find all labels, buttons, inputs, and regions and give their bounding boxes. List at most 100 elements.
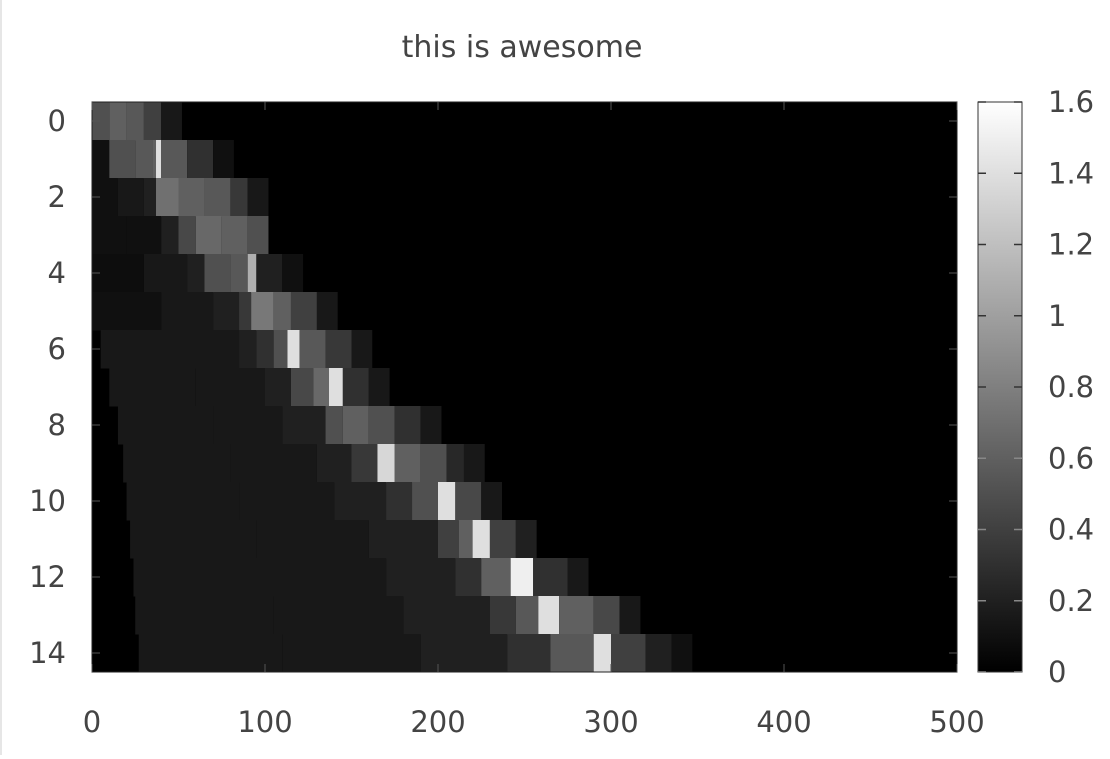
x-tick-label: 400	[756, 705, 811, 739]
colorbar: 0 0.2 0.4 0.6 0.8 1 1.2 1.4 1.6	[977, 85, 1094, 689]
colorbar-tick-label: 1	[1048, 299, 1066, 333]
y-tick-label: 10	[29, 484, 66, 518]
y-tick-label: 14	[29, 636, 66, 670]
heatmap-cell	[481, 558, 511, 597]
heatmap-cell	[515, 520, 537, 559]
heatmap-cell	[178, 216, 196, 255]
x-tick-label: 0	[83, 705, 101, 739]
heatmap-cell	[438, 520, 459, 559]
heatmap-cell	[472, 520, 490, 559]
heatmap-cell	[515, 596, 539, 635]
heatmap-cell	[645, 634, 672, 673]
heatmap-cell	[282, 406, 326, 445]
heatmap-cell	[329, 368, 343, 407]
heatmap-cell	[161, 216, 179, 255]
heatmap-cell	[273, 292, 291, 331]
heatmap-cell	[316, 444, 352, 483]
heatmap-cell	[420, 406, 442, 445]
heatmap-cell	[133, 558, 265, 597]
chart-title: this is awesome	[402, 30, 643, 65]
colorbar-tick-label: 1.6	[1048, 85, 1094, 119]
heatmap-cell	[117, 178, 144, 217]
heatmap-cell	[239, 292, 252, 331]
heatmap-cell	[117, 406, 214, 445]
heatmap-cell	[287, 330, 300, 369]
heatmap-layer	[92, 102, 957, 673]
y-tick-label: 6	[48, 332, 66, 366]
y-tick-label: 12	[29, 560, 66, 594]
heatmap-cell	[204, 254, 231, 293]
heatmap-cell	[593, 634, 611, 673]
heatmap-cell	[386, 558, 456, 597]
heatmap-cell	[256, 520, 369, 559]
heatmap-cell	[619, 596, 641, 635]
heatmap-cell	[213, 406, 283, 445]
y-tick-label: 0	[48, 104, 66, 138]
heatmap-cell	[455, 482, 482, 521]
heatmap-cell	[446, 444, 464, 483]
heatmap-cell	[455, 558, 482, 597]
heatmap-cell	[403, 596, 490, 635]
heatmap-cell	[135, 140, 153, 179]
heatmap-cell	[351, 444, 378, 483]
heatmap-cell	[368, 520, 438, 559]
heatmap-cell	[290, 292, 317, 331]
heatmap-cell	[92, 292, 162, 331]
heatmap-cell	[325, 330, 352, 369]
heatmap-cell	[130, 520, 257, 559]
heatmap-cell	[92, 102, 110, 141]
colorbar-tick-label: 0.8	[1048, 370, 1094, 404]
heatmap-cell	[342, 368, 369, 407]
heatmap-cell	[230, 254, 248, 293]
axes-layer: 0 100 200 300 400 500 0 2 4 6 8 10 12 14	[29, 101, 985, 739]
heatmap-cell	[126, 482, 240, 521]
heatmap-cell	[489, 596, 516, 635]
heatmap-cell	[273, 596, 404, 635]
heatmap-cell	[247, 254, 257, 293]
y-tick-label: 8	[48, 408, 66, 442]
heatmap-cell	[247, 178, 269, 217]
x-tick-label: 300	[583, 705, 638, 739]
heatmap-cell	[368, 368, 390, 407]
heatmap-cell	[92, 140, 110, 179]
x-tick-label: 100	[237, 705, 292, 739]
heatmap-cell	[109, 368, 196, 407]
heatmap-cell	[386, 482, 413, 521]
heatmap-cell	[265, 558, 387, 597]
heatmap-cell	[256, 330, 274, 369]
heatmap-cell	[187, 254, 205, 293]
heatmap-cell	[135, 596, 274, 635]
heatmap-cell	[671, 634, 693, 673]
heatmap-cell	[334, 482, 387, 521]
heatmap-cell	[187, 140, 214, 179]
heatmap-cell	[489, 520, 516, 559]
heatmap-cell	[126, 216, 162, 255]
heatmap-cell	[92, 254, 144, 293]
heatmap-cell	[377, 444, 395, 483]
heatmap-cell	[420, 444, 447, 483]
heatmap-cell	[394, 444, 421, 483]
heatmap-cell	[438, 482, 456, 521]
heatmap-cell	[550, 634, 594, 673]
heatmap-cell	[230, 444, 317, 483]
heatmap-cell	[156, 178, 179, 217]
heatmap-cell	[368, 406, 395, 445]
heatmap-cell	[316, 292, 338, 331]
heatmap-cell	[138, 634, 283, 673]
heatmap-cell	[156, 140, 162, 179]
colorbar-tick-label: 1.4	[1048, 156, 1094, 190]
heatmap-cell	[230, 178, 248, 217]
heatmap-cell	[152, 140, 157, 179]
heatmap-cell	[109, 102, 127, 141]
heatmap-cell	[109, 140, 136, 179]
heatmap-cell	[458, 520, 473, 559]
heatmap-cell	[100, 330, 179, 369]
heatmap-cell	[313, 368, 330, 407]
heatmap-cell	[351, 330, 373, 369]
heatmap-cell	[394, 406, 421, 445]
heatmap-cell	[239, 330, 257, 369]
y-tick-label: 2	[48, 180, 66, 214]
heatmap-cell	[533, 558, 568, 597]
